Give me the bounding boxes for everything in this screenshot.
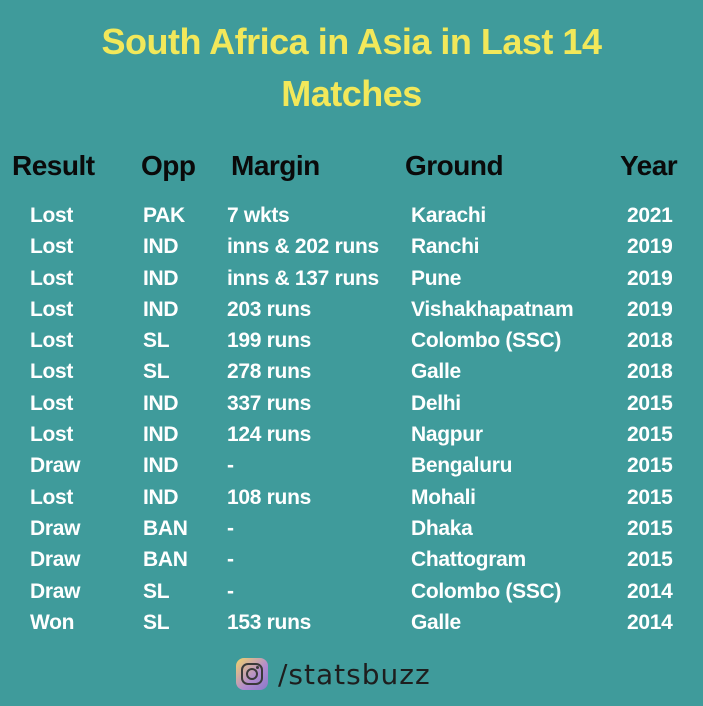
cell-year: 2019 (627, 297, 673, 321)
table-row: Lost IND 337 runs Delhi 2015 (0, 388, 703, 419)
cell-opp: IND (143, 235, 179, 259)
cell-margin: - (227, 548, 234, 572)
cell-opp: BAN (143, 548, 188, 572)
cell-result: Lost (30, 297, 74, 321)
cell-margin: 7 wkts (227, 204, 290, 227)
cell-margin: 278 runs (227, 360, 311, 384)
cell-opp: SL (143, 329, 170, 353)
cell-opp: SL (143, 360, 170, 384)
cell-result: Lost (30, 204, 74, 227)
cell-ground: Galle (411, 610, 461, 634)
title-line-1: South Africa in Asia in Last 14 (101, 21, 602, 62)
cell-ground: Colombo (SSC) (411, 329, 562, 353)
cell-opp: IND (143, 391, 179, 415)
cell-opp: SL (143, 579, 170, 603)
cell-year: 2015 (627, 485, 673, 509)
cell-opp: IND (143, 423, 179, 447)
table-row: Won SL 153 runs Galle 2014 (0, 607, 703, 638)
cell-ground: Vishakhapatnam (411, 297, 574, 321)
table-row: Lost SL 278 runs Galle 2018 (0, 356, 703, 387)
cell-result: Lost (30, 235, 74, 259)
table-row: Lost IND 203 runs Vishakhapatnam 2019 (0, 294, 703, 325)
cell-margin: - (227, 516, 234, 540)
cell-year: 2015 (627, 423, 673, 447)
cell-result: Draw (30, 579, 81, 603)
cell-opp: PAK (143, 204, 185, 227)
cell-opp: BAN (143, 516, 188, 540)
cell-ground: Pune (411, 266, 462, 290)
cell-ground: Dhaka (411, 516, 473, 540)
cell-margin: inns & 137 runs (227, 266, 379, 290)
cell-ground: Mohali (411, 485, 476, 509)
cell-result: Lost (30, 329, 74, 353)
table-header: Result Opp Margin Ground Year (0, 146, 703, 186)
cell-margin: - (227, 454, 234, 478)
table-row: Lost SL 199 runs Colombo (SSC) 2018 (0, 325, 703, 356)
cell-year: 2014 (627, 579, 673, 603)
table-row: Lost IND 124 runs Nagpur 2015 (0, 419, 703, 450)
page-title: South Africa in Asia in Last 14 Matches (0, 16, 703, 120)
table-row: Lost PAK 7 wkts Karachi 2021 (0, 200, 703, 231)
cell-year: 2021 (627, 204, 673, 227)
table-row: Lost IND 108 runs Mohali 2015 (0, 482, 703, 513)
cell-margin: 153 runs (227, 610, 311, 634)
cell-result: Lost (30, 391, 74, 415)
cell-margin: 199 runs (227, 329, 311, 353)
cell-ground: Ranchi (411, 235, 480, 259)
cell-ground: Delhi (411, 391, 461, 415)
footer: /statsbuzz (236, 656, 431, 692)
social-handle: /statsbuzz (278, 657, 431, 691)
cell-year: 2018 (627, 329, 673, 353)
cell-year: 2015 (627, 516, 673, 540)
cell-result: Lost (30, 360, 74, 384)
cell-year: 2019 (627, 266, 673, 290)
table-row: Draw BAN - Chattogram 2015 (0, 544, 703, 575)
cell-margin: 203 runs (227, 297, 311, 321)
header-ground: Ground (405, 150, 504, 181)
cell-ground: Bengaluru (411, 454, 513, 478)
cell-opp: IND (143, 485, 179, 509)
cell-result: Lost (30, 485, 74, 509)
cell-margin: 124 runs (227, 423, 311, 447)
cell-result: Draw (30, 454, 81, 478)
cell-margin: 108 runs (227, 485, 311, 509)
cell-year: 2014 (627, 610, 673, 634)
cell-year: 2015 (627, 548, 673, 572)
instagram-icon (236, 658, 268, 690)
cell-opp: IND (143, 266, 179, 290)
cell-result: Won (30, 610, 75, 634)
cell-margin: - (227, 579, 234, 603)
cell-ground: Karachi (411, 204, 486, 227)
cell-opp: IND (143, 454, 179, 478)
table-row: Lost IND inns & 202 runs Ranchi 2019 (0, 231, 703, 262)
title-line-2: Matches (281, 73, 422, 114)
header-result: Result (12, 150, 95, 181)
cell-year: 2015 (627, 391, 673, 415)
cell-ground: Nagpur (411, 423, 483, 447)
cell-ground: Chattogram (411, 548, 526, 572)
cell-opp: SL (143, 610, 170, 634)
cell-result: Lost (30, 423, 74, 447)
table-body: Lost PAK 7 wkts Karachi 2021 Lost IND inns & 20… (0, 200, 703, 638)
cell-margin: inns & 202 runs (227, 235, 379, 259)
cell-year: 2018 (627, 360, 673, 384)
cell-ground: Galle (411, 360, 461, 384)
cell-result: Draw (30, 548, 81, 572)
cell-margin: 337 runs (227, 391, 311, 415)
cell-year: 2019 (627, 235, 673, 259)
cell-opp: IND (143, 297, 179, 321)
cell-ground: Colombo (SSC) (411, 579, 562, 603)
table-row: Draw IND - Bengaluru 2015 (0, 450, 703, 481)
cell-result: Lost (30, 266, 74, 290)
table-row: Draw BAN - Dhaka 2015 (0, 513, 703, 544)
table-row: Draw SL - Colombo (SSC) 2014 (0, 576, 703, 607)
header-opp: Opp (141, 150, 196, 181)
header-margin: Margin (231, 150, 320, 181)
cell-year: 2015 (627, 454, 673, 478)
table-row: Lost IND inns & 137 runs Pune 2019 (0, 263, 703, 294)
header-year: Year (620, 150, 678, 181)
cell-result: Draw (30, 516, 81, 540)
